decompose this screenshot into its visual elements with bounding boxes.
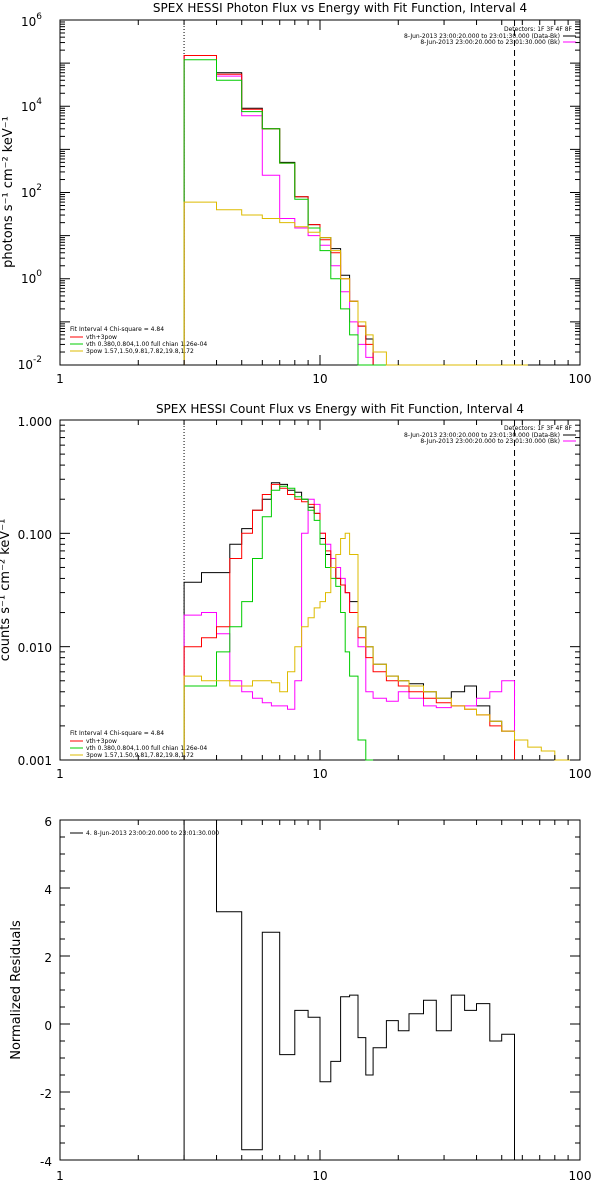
photon-x-tick-100: 100 (569, 372, 592, 386)
photon-legend-fit-interval: Fit Interval 4 Chi-square = 4.84 (70, 326, 164, 333)
count-ticks (59, 419, 581, 761)
count-flux-panel: SPEX HESSI Count Flux vs Energy with Fit… (0, 402, 591, 781)
photon-plot-frame (59, 19, 581, 366)
photon-y-tick-1e0: 100 (21, 269, 42, 286)
photon-y-tick-base: 10 (21, 100, 36, 114)
count-legend-top-right: Detectors: 1F 3F 4F 8F 8-Jun-2013 23:00:… (404, 425, 576, 445)
residuals-y-tick-minus-4: -4 (40, 1155, 52, 1169)
series-bk (183, 55, 528, 366)
photon-y-tick-1e6: 106 (21, 12, 42, 29)
photon-legend-detectors: Detectors: 1F 3F 4F 8F (504, 26, 573, 33)
photon-legend-top-right: Detectors: 1F 3F 4F 8F 8-Jun-2013 23:00:… (404, 26, 576, 46)
count-y-axis-label: counts s⁻¹ cm⁻² keV⁻¹ (0, 519, 13, 662)
count-legend-fit-interval: Fit Interval 4 Chi-square = 4.84 (70, 730, 164, 737)
count-legend-detectors: Detectors: 1F 3F 4F 8F (504, 425, 573, 432)
residuals-legend: 4. 8-Jun-2013 23:00:20.000 to 23:01:30.0… (70, 830, 219, 837)
photon-legend-3pow: 3pow 1.57,1.50,9.81,7.82,19.8,1.72 (86, 348, 194, 355)
residuals-y-tick-6: 6 (44, 815, 52, 829)
count-x-tick-1: 1 (56, 767, 64, 781)
series-vth-3pow (183, 483, 515, 760)
count-legend-bottom-left: Fit Interval 4 Chi-square = 4.84 vth+3po… (70, 730, 207, 759)
photon-flux-panel: SPEX HESSI Photon Flux vs Energy with Fi… (1, 1, 591, 386)
count-y-tick-0-01: 0.010 (18, 641, 52, 655)
photon-y-tick-exp: 4 (36, 97, 42, 107)
photon-y-tick-base: 10 (21, 15, 36, 29)
count-y-tick-0-1: 0.100 (18, 528, 52, 542)
residuals-x-tick-1: 1 (56, 1169, 64, 1183)
photon-legend-vth: vth 0.380,0.804,1.00 full chian 1.26e-04 (86, 341, 207, 348)
photon-legend-bottom-left: Fit Interval 4 Chi-square = 4.84 vth+3po… (70, 326, 207, 355)
residuals-y-tick-2: 2 (44, 951, 52, 965)
residuals-x-tick-10: 10 (312, 1169, 327, 1183)
series-4-8-jun-2013-23-00-20-000-to-23-01-30-000 (183, 819, 515, 1160)
photon-y-tick-exp: 6 (36, 12, 42, 22)
count-plot-frame (59, 419, 581, 761)
photon-y-axis-label: photons s⁻¹ cm⁻² keV⁻¹ (1, 116, 16, 268)
series-data-bk (183, 55, 528, 366)
series-vth (183, 485, 374, 761)
residuals-y-tick-0: 0 (44, 1019, 52, 1033)
photon-y-tick-base: 10 (18, 358, 33, 372)
photon-legend-vth3pow: vth+3pow (86, 334, 117, 341)
residuals-legend-label: 4. 8-Jun-2013 23:00:20.000 to 23:01:30.0… (86, 830, 219, 837)
photon-y-tick-1e2: 102 (21, 183, 42, 200)
photon-marks (183, 20, 528, 366)
count-marks (183, 420, 580, 761)
residuals-y-tick-4: 4 (44, 883, 52, 897)
residuals-panel: 1 10 100 6 4 2 0 -2 -4 Normalized Residu… (9, 815, 591, 1183)
photon-y-tick-exp: -2 (33, 355, 42, 365)
photon-x-tick-10: 10 (312, 372, 327, 386)
count-x-tick-100: 100 (569, 767, 592, 781)
count-legend-data-bk: 8-Jun-2013 23:00:20.000 to 23:01:30.000 … (404, 432, 560, 439)
photon-y-tick-1e4: 104 (21, 97, 42, 114)
residuals-marks (183, 819, 515, 1160)
count-chart-title: SPEX HESSI Count Flux vs Energy with Fit… (156, 402, 524, 416)
residuals-plot-frame (59, 819, 581, 1161)
photon-y-tick-base: 10 (21, 186, 36, 200)
count-y-tick-0-001: 0.001 (18, 754, 52, 768)
residuals-x-tick-100: 100 (569, 1169, 592, 1183)
count-legend-3pow: 3pow 1.57,1.50,9.81,7.82,19.8,1.72 (86, 752, 194, 759)
series-3pow (183, 532, 580, 761)
photon-chart-title: SPEX HESSI Photon Flux vs Energy with Fi… (153, 1, 527, 15)
photon-y-tick-exp: 0 (36, 269, 42, 279)
count-y-tick-1: 1.000 (18, 415, 52, 429)
series-vth (183, 59, 528, 366)
photon-x-tick-1: 1 (56, 372, 64, 386)
photon-ticks (59, 19, 581, 366)
series-3pow (183, 201, 528, 366)
residuals-ticks (59, 819, 581, 1161)
count-legend-bk: 8-Jun-2013 23:00:20.000 to 23:01:30.000 … (420, 438, 560, 445)
count-legend-vth: vth 0.380,0.804,1.00 full chian 1.26e-04 (86, 745, 207, 752)
count-legend-vth3pow: vth+3pow (86, 738, 117, 745)
series-data-bk (183, 482, 515, 760)
photon-legend-bk: 8-Jun-2013 23:00:20.000 to 23:01:30.000 … (420, 39, 560, 46)
photon-y-tick-1e-2: 10-2 (18, 355, 42, 372)
residuals-y-tick-minus-2: -2 (40, 1087, 52, 1101)
series-vth-3pow (183, 55, 528, 366)
photon-y-tick-exp: 2 (36, 183, 42, 193)
photon-y-tick-base: 10 (21, 272, 36, 286)
count-x-tick-10: 10 (312, 767, 327, 781)
residuals-y-axis-label: Normalized Residuals (9, 920, 24, 1060)
photon-legend-data-bk: 8-Jun-2013 23:00:20.000 to 23:01:30.000 … (404, 33, 560, 40)
